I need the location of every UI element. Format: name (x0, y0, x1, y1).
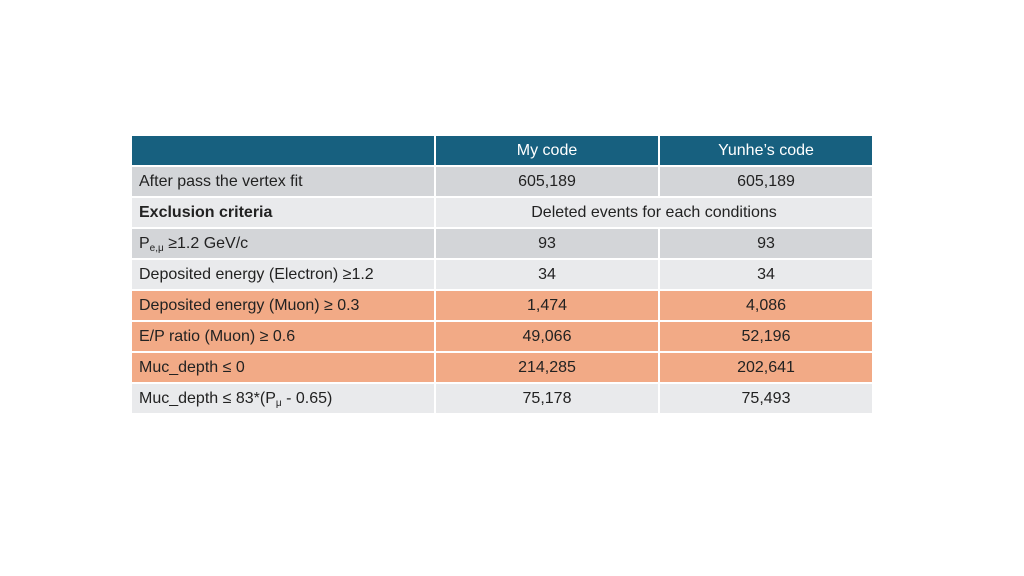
yunhe-code-value: 75,493 (658, 382, 874, 415)
my-code-value: 1,474 (434, 289, 660, 322)
row-label: Exclusion criteria (130, 196, 436, 229)
yunhe-code-value: 605,189 (658, 165, 874, 198)
label-suffix: ≥1.2 GeV/c (163, 235, 249, 252)
row-label: Deposited energy (Muon) ≥ 0.3 (130, 289, 436, 322)
my-code-value: 75,178 (434, 382, 660, 415)
row-label: After pass the vertex fit (130, 165, 436, 198)
my-code-value: 34 (434, 258, 660, 291)
table-row: After pass the vertex fit 605,189 605,18… (130, 165, 874, 198)
table-row-highlighted: Muc_depth ≤ 0 214,285 202,641 (130, 351, 874, 384)
my-code-value: 605,189 (434, 165, 660, 198)
table-row: Deposited energy (Electron) ≥1.2 34 34 (130, 258, 874, 291)
yunhe-code-value: 202,641 (658, 351, 874, 384)
yunhe-code-value: 4,086 (658, 289, 874, 322)
header-cell-yunhe-code: Yunhe’s code (658, 134, 874, 167)
row-label: Muc_depth ≤ 0 (130, 351, 436, 384)
table-row: Exclusion criteria Deleted events for ea… (130, 196, 874, 229)
label-prefix: P (139, 235, 150, 252)
label-suffix: - 0.65) (281, 390, 333, 407)
header-cell-criteria (130, 134, 436, 167)
row-label: Deposited energy (Electron) ≥1.2 (130, 258, 436, 291)
yunhe-code-value: 34 (658, 258, 874, 291)
row-label: E/P ratio (Muon) ≥ 0.6 (130, 320, 436, 353)
yunhe-code-value: 52,196 (658, 320, 874, 353)
label-prefix: Muc_depth ≤ 83*(P (139, 390, 276, 407)
label-subscript: μ (275, 398, 282, 409)
header-cell-my-code: My code (434, 134, 660, 167)
row-label: Pe,μ ≥1.2 GeV/c (130, 227, 436, 260)
table-row: Muc_depth ≤ 83*(Pμ - 0.65) 75,178 75,493 (130, 382, 874, 415)
yunhe-code-value: 93 (658, 227, 874, 260)
merged-note-cell: Deleted events for each conditions (434, 196, 874, 229)
table-row-highlighted: E/P ratio (Muon) ≥ 0.6 49,066 52,196 (130, 320, 874, 353)
table-row-highlighted: Deposited energy (Muon) ≥ 0.3 1,474 4,08… (130, 289, 874, 322)
header-row: My code Yunhe’s code (130, 134, 874, 167)
label-subscript: e,μ (149, 243, 164, 254)
my-code-value: 93 (434, 227, 660, 260)
my-code-value: 49,066 (434, 320, 660, 353)
my-code-value: 214,285 (434, 351, 660, 384)
row-label: Muc_depth ≤ 83*(Pμ - 0.65) (130, 382, 436, 415)
comparison-table: My code Yunhe’s code After pass the vert… (130, 134, 874, 415)
table-row: Pe,μ ≥1.2 GeV/c 93 93 (130, 227, 874, 260)
